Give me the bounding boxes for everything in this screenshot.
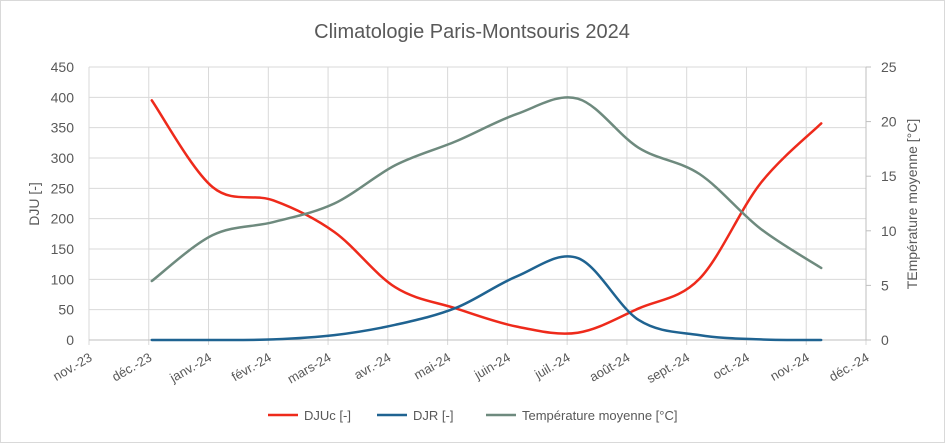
y-tick-label: 250 (51, 180, 75, 196)
legend: DJUc [-] DJR [-] Température moyenne [°C] (268, 408, 678, 423)
y-tick-label: 150 (51, 241, 75, 257)
legend-label: DJR [-] (413, 408, 453, 423)
legend-label: Température moyenne [°C] (522, 408, 678, 423)
y2-tick-label: 0 (881, 332, 889, 348)
x-tick-label: nov.-23 (50, 350, 94, 384)
y-tick-label: 350 (51, 120, 75, 136)
y2-tick-label: 5 (881, 277, 889, 293)
series-lines (150, 96, 823, 342)
x-tick-label: nov.-24 (768, 350, 812, 384)
x-tick-label: janv.-24 (166, 350, 214, 386)
x-tick-label: juil.-24 (531, 350, 573, 383)
x-tick-label: juin-24 (471, 350, 513, 383)
y-tick-label: 300 (51, 150, 75, 166)
y-axis-title: DJU [-] (26, 182, 42, 226)
y-tick-label: 200 (51, 211, 75, 227)
y2-axis-title: TEmpérature moyenne [°C] (904, 119, 920, 290)
axes: 0 50 100 150 200 250 300 350 400 450 0 5 10 15 20 25 nov… (50, 59, 897, 386)
y-tick-label: 450 (51, 59, 75, 75)
chart-title: Climatologie Paris-Montsouris 2024 (314, 21, 630, 43)
series-line-djuc (150, 99, 823, 335)
x-tick-label: déc.-24 (826, 350, 871, 385)
legend-item-djr: DJR [-] (377, 408, 453, 423)
y2-tick-label: 20 (881, 114, 897, 130)
y2-tick-label: 25 (881, 59, 897, 75)
gridlines (88, 66, 867, 345)
series-line-djr (150, 255, 823, 342)
y-tick-label: 400 (51, 89, 75, 105)
y-tick-label: 100 (51, 271, 75, 287)
y-tick-label: 0 (66, 332, 74, 348)
x-tick-label: déc.-23 (109, 350, 154, 385)
x-tick-label: févr.-24 (229, 350, 274, 385)
legend-item-djuc: DJUc [-] (268, 408, 351, 423)
y-tick-label: 50 (58, 302, 74, 318)
legend-item-temperature: Température moyenne [°C] (486, 408, 678, 423)
x-tick-label: sept.-24 (644, 350, 692, 386)
x-tick-label: mai-24 (411, 350, 453, 383)
x-tick-label: mars-24 (285, 350, 334, 387)
x-tick-label: oct.-24 (710, 350, 752, 383)
x-tick-label: août-24 (587, 350, 633, 385)
legend-label: DJUc [-] (304, 408, 351, 423)
y2-tick-label: 10 (881, 223, 897, 239)
series-line-temperature (150, 96, 823, 283)
x-tick-label: avr.-24 (351, 350, 393, 383)
y2-tick-label: 15 (881, 168, 897, 184)
